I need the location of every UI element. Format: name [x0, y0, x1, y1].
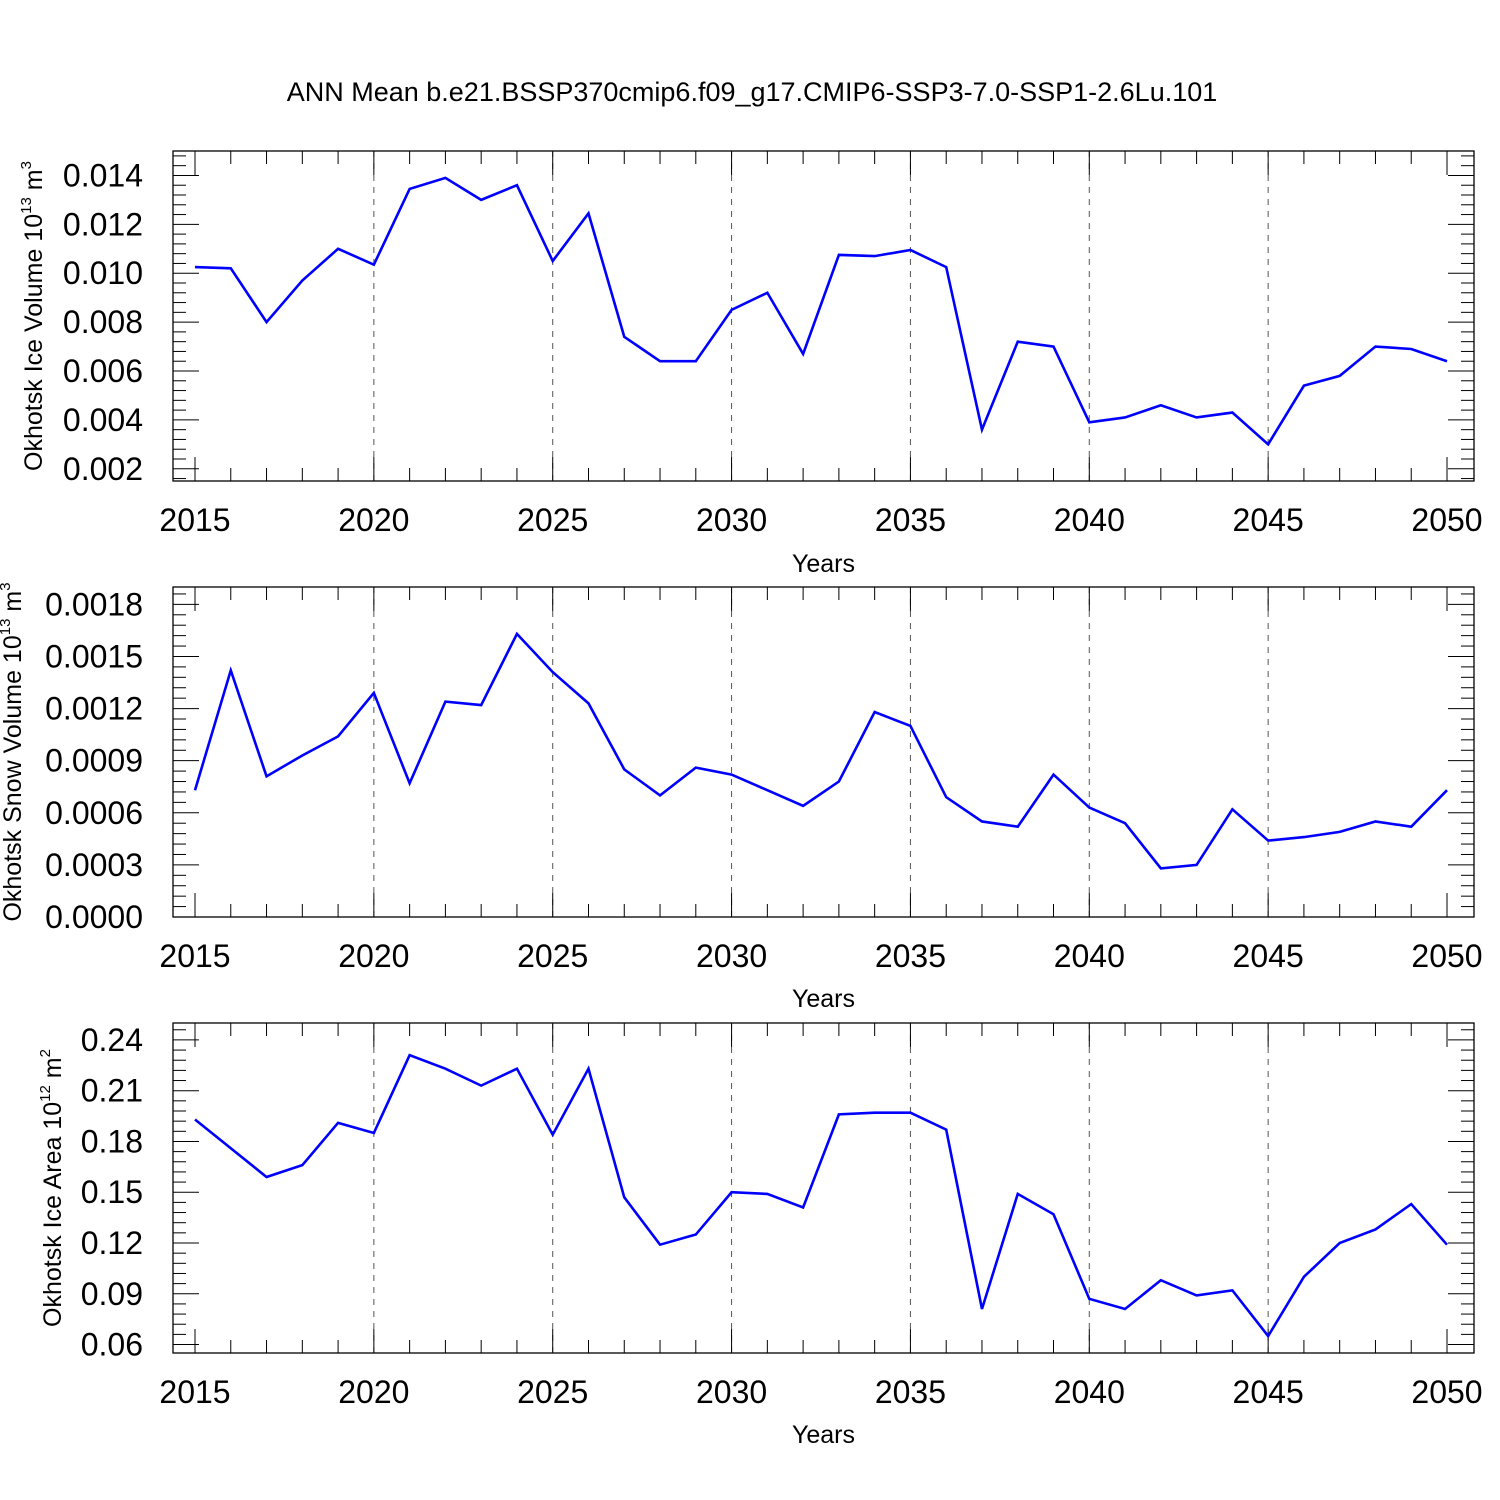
x-tick-label: 2050	[1411, 502, 1482, 538]
x-tick-label: 2045	[1233, 938, 1304, 974]
plot-frame	[172, 1022, 1475, 1354]
x-tick-label: 2040	[1054, 938, 1125, 974]
y-tick-label: 0.21	[81, 1073, 143, 1109]
x-tick-label: 2030	[696, 1374, 767, 1410]
x-tick-label: 2035	[875, 938, 946, 974]
x-tick-label: 2015	[159, 502, 230, 538]
y-tick-label: 0.18	[81, 1123, 143, 1159]
y-tick-label: 0.06	[81, 1327, 143, 1363]
panel-ice-area: 2015 2020 2025 2030 2035 2040 2045 2050 0.06 0.09…	[37, 1022, 1483, 1449]
y-tick-label: 0.006	[63, 353, 143, 389]
x-tick-label: 2020	[338, 502, 409, 538]
y-tick-label: 0.0018	[45, 586, 143, 622]
x-tick-label: 2045	[1233, 1374, 1304, 1410]
panel-snow-volume: 2015 2020 2025 2030 2035 2040 2045 2050 0.0000 0.…	[0, 582, 1483, 1013]
x-tick-label: 2020	[338, 938, 409, 974]
series-line	[193, 631, 1448, 870]
panel-ice-volume: 2015 2020 2025 2030 2035 2040 2045 2050 0.002 0.0…	[18, 150, 1483, 578]
x-tick-label: 2035	[875, 502, 946, 538]
x-axis-label: Years	[792, 550, 855, 578]
series-line	[194, 176, 1448, 447]
y-tick-label: 0.12	[81, 1225, 143, 1261]
y-tick-label: 0.004	[63, 402, 143, 438]
x-tick-label: 2025	[517, 1374, 588, 1410]
y-tick-label: 0.24	[81, 1022, 143, 1058]
x-tick-label: 2020	[338, 1374, 409, 1410]
x-tick-label: 2050	[1411, 938, 1482, 974]
plot-frame	[172, 586, 1475, 918]
x-tick-label: 2015	[159, 1374, 230, 1410]
x-tick-label: 2030	[696, 502, 767, 538]
y-tick-label: 0.09	[81, 1276, 143, 1312]
y-axis-label: Okhotsk Ice Volume 1013 m3	[18, 161, 48, 471]
x-tick-label: 2030	[696, 938, 767, 974]
y-tick-label: 0.0012	[45, 691, 143, 727]
y-axis-label: Okhotsk Snow Volume 1013 m3	[0, 582, 27, 921]
y-tick-label: 0.002	[63, 451, 143, 487]
y-axis-label: Okhotsk Ice Area 1012 m2	[37, 1049, 67, 1327]
y-tick-label: 0.010	[63, 255, 143, 291]
y-tick-label: 0.0006	[45, 795, 143, 831]
y-tick-label: 0.008	[63, 304, 143, 340]
x-tick-label: 2025	[517, 938, 588, 974]
x-tick-label: 2045	[1233, 502, 1304, 538]
y-tick-label: 0.15	[81, 1174, 143, 1210]
x-tick-label: 2040	[1054, 502, 1125, 538]
y-tick-label: 0.0000	[45, 899, 143, 935]
x-tick-label: 2035	[875, 1374, 946, 1410]
x-tick-label: 2040	[1054, 1374, 1125, 1410]
y-tick-label: 0.0009	[45, 743, 143, 779]
x-tick-label: 2015	[159, 938, 230, 974]
x-axis-label: Years	[792, 985, 855, 1013]
y-tick-label: 0.0015	[45, 638, 143, 674]
plot-frame	[172, 150, 1475, 482]
x-axis-label: Years	[792, 1421, 855, 1449]
x-tick-label: 2025	[517, 502, 588, 538]
x-tick-label: 2050	[1411, 1374, 1482, 1410]
y-tick-label: 0.012	[63, 206, 143, 242]
chart-title: ANN Mean b.e21.BSSP370cmip6.f09_g17.CMIP…	[287, 77, 1218, 107]
series-line	[194, 1053, 1448, 1339]
y-tick-label: 0.0003	[45, 847, 143, 883]
y-tick-label: 0.014	[63, 157, 143, 193]
